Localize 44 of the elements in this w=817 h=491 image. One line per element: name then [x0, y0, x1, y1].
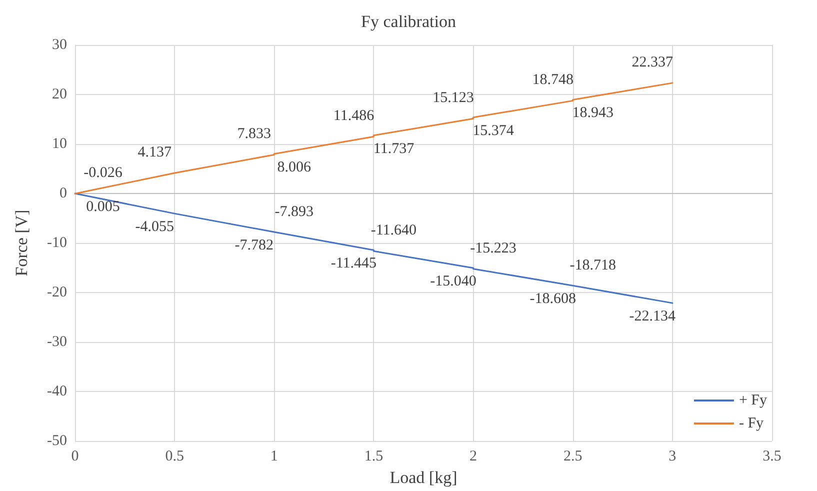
y-tick-label: 10 [52, 136, 67, 152]
data-label: 15.374 [472, 122, 514, 139]
data-label: 4.137 [138, 144, 172, 161]
data-label: 0.005 [86, 198, 120, 215]
x-tick-label: 3.5 [762, 448, 782, 464]
y-tick-label: -20 [47, 284, 67, 300]
y-tick-label: 20 [52, 86, 67, 102]
y-tick-label: -10 [47, 235, 67, 251]
data-label: 15.123 [432, 90, 474, 106]
y-tick-label: -30 [47, 334, 67, 350]
x-tick-label: 0 [71, 448, 79, 464]
y-tick-label: -50 [47, 433, 67, 449]
legend-label: + Fy [738, 392, 768, 408]
x-tick-label: 1.5 [364, 448, 384, 464]
y-tick-label: 30 [52, 37, 67, 53]
x-tick-label: 2.5 [563, 448, 582, 464]
x-tick-label: 1 [270, 448, 278, 464]
data-label: 22.337 [632, 54, 674, 70]
data-label: -15.223 [470, 240, 516, 256]
data-label: 18.748 [532, 72, 574, 88]
data-label: -4.055 [135, 219, 174, 236]
y-tick-label: -40 [47, 384, 67, 400]
data-label: 11.737 [373, 140, 415, 157]
data-label: -7.893 [274, 204, 314, 220]
data-label: -11.640 [370, 222, 417, 239]
data-label: -0.026 [84, 165, 123, 182]
x-tick-label: 0.5 [165, 448, 184, 464]
data-label: 8.006 [277, 159, 312, 176]
data-label: 18.943 [572, 105, 614, 122]
data-label: 7.833 [237, 126, 272, 142]
x-axis-title: Load [kg] [390, 468, 458, 487]
y-axis-title: Force [V] [12, 210, 31, 276]
data-label: 11.486 [333, 108, 375, 124]
data-label: -18.608 [530, 291, 576, 308]
y-tick-label: 0 [60, 186, 67, 202]
x-tick-label: 2 [470, 448, 478, 464]
data-label: -22.134 [629, 308, 676, 325]
chart-title: Fy calibration [361, 12, 456, 31]
data-label: -11.445 [330, 256, 377, 272]
data-label: -7.782 [234, 238, 274, 254]
x-tick-label: 3 [668, 448, 676, 464]
legend-label: - Fy [738, 416, 764, 432]
data-label: -15.040 [430, 273, 476, 290]
data-label: -18.718 [570, 258, 616, 274]
